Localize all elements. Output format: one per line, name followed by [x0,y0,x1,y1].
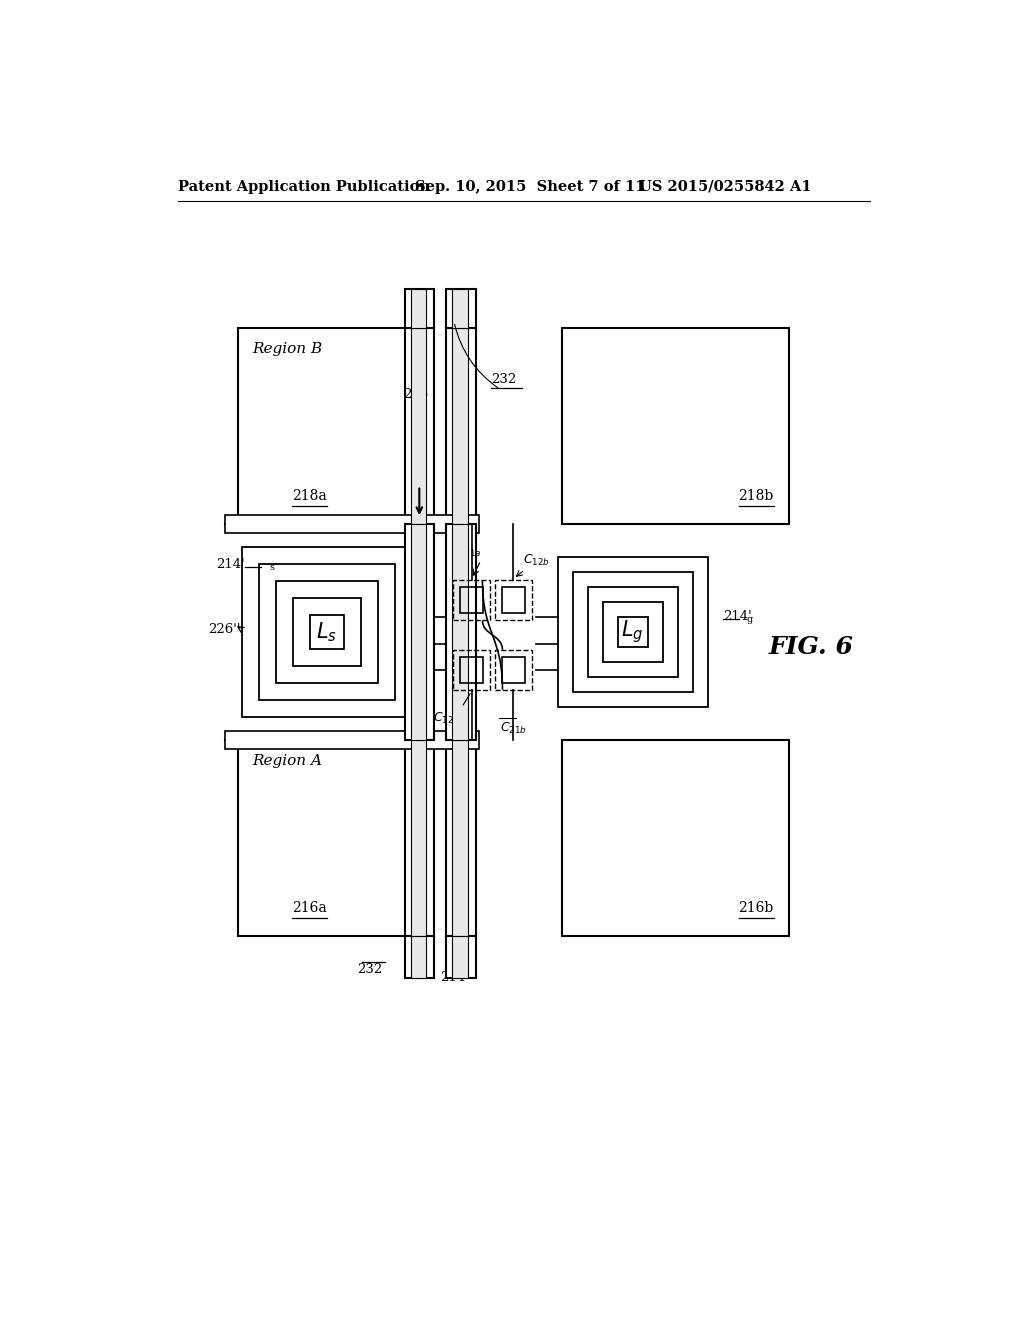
Bar [404,524,434,739]
Bar [404,327,434,524]
Bar [453,936,468,978]
Text: Sep. 10, 2015  Sheet 7 of 11: Sep. 10, 2015 Sheet 7 of 11 [416,180,646,194]
Bar [460,587,483,614]
Text: Region B: Region B [252,342,323,355]
Bar [411,327,426,524]
Text: FIG. 6: FIG. 6 [768,635,853,660]
Bar [446,289,475,327]
Text: s: s [270,562,274,572]
Bar [404,739,434,936]
Bar [411,289,426,327]
Text: US 2015/0255842 A1: US 2015/0255842 A1 [639,180,811,194]
Bar [562,739,788,936]
Bar [617,616,647,647]
Bar [446,739,475,936]
Text: 216: 216 [402,388,428,401]
Bar [411,524,426,739]
Bar [495,581,531,620]
Bar [411,739,426,936]
Bar [243,548,412,717]
Bar [239,739,423,936]
Bar [453,524,468,739]
Bar [404,289,434,327]
Bar [572,572,692,692]
Bar [310,615,344,649]
Text: $C_{12a}$: $C_{12a}$ [433,711,460,726]
Bar [225,515,479,533]
Text: 218b: 218b [738,488,773,503]
Text: Region A: Region A [252,754,323,768]
Text: CPW Ground: CPW Ground [413,800,426,876]
Text: $L_s$: $L_s$ [316,620,337,644]
Text: $C_{12b}$: $C_{12b}$ [523,553,550,568]
Text: 226'': 226'' [208,623,241,636]
Bar [602,602,663,663]
Bar [225,730,479,748]
Text: 232: 232 [356,964,382,975]
Text: $C_{21b}$: $C_{21b}$ [500,721,527,735]
Text: g: g [746,615,753,624]
Text: $C_{21a}$: $C_{21a}$ [455,544,481,558]
Text: Patent Application Publication: Patent Application Publication [178,180,430,194]
Bar [453,289,468,327]
Bar [502,587,524,614]
Bar [404,936,434,978]
Text: 216a: 216a [292,900,327,915]
Bar [259,564,394,700]
Text: 214: 214 [440,970,465,983]
Text: 214': 214' [216,557,245,570]
Text: 232: 232 [490,372,516,385]
Bar [293,598,360,665]
Bar [446,327,475,524]
Text: 218a: 218a [292,488,327,503]
Text: CPW Ground: CPW Ground [455,388,467,465]
Bar [562,327,788,524]
Bar [495,649,531,689]
Bar [453,739,468,936]
Text: 214': 214' [724,610,753,623]
Bar [411,936,426,978]
Bar [239,327,423,524]
Bar [454,581,490,620]
Bar [454,649,490,689]
Bar [453,327,468,524]
Text: CPW Ground: CPW Ground [413,388,426,465]
Bar [588,587,678,677]
Bar [460,656,483,682]
Bar [502,656,524,682]
Text: 216b: 216b [738,900,773,915]
Bar [276,581,378,682]
Bar [446,936,475,978]
Text: $L_g$: $L_g$ [622,619,644,645]
Text: CPW Ground: CPW Ground [455,800,467,876]
Bar [557,557,708,708]
Bar [446,524,475,739]
